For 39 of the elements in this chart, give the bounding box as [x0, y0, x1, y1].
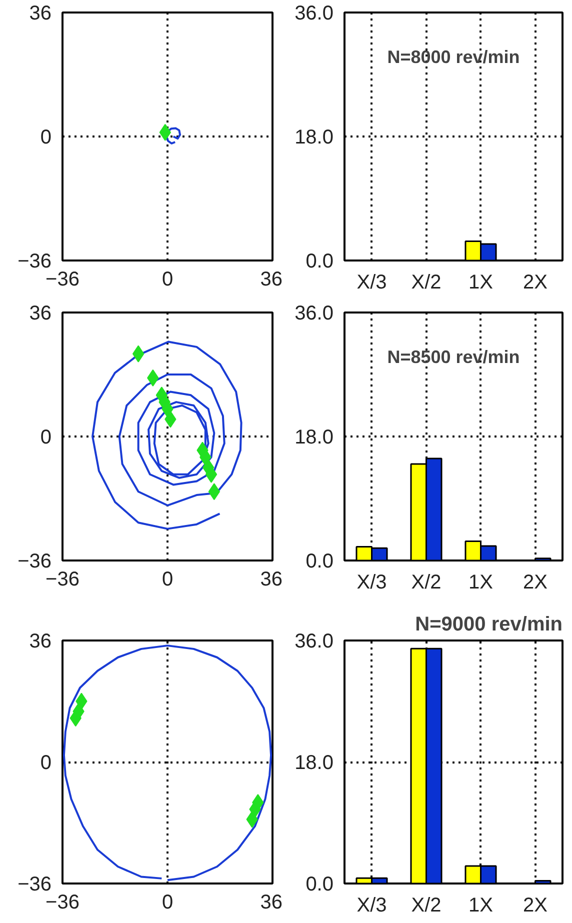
y-tick-label: 18.0 [294, 126, 334, 148]
annotation: N=8500 rev/min [387, 347, 520, 368]
y-tick-label: 0.0 [306, 250, 334, 272]
x-tick-label: 2X [523, 572, 548, 594]
y-tick-label: 36.0 [294, 630, 334, 652]
y-tick-label: −36 [18, 250, 52, 272]
y-tick-label: 36.0 [294, 302, 334, 324]
x-tick-label: 36 [260, 892, 283, 914]
x-tick-label: 36 [260, 568, 283, 590]
y-tick-label: 0 [40, 126, 52, 148]
y-tick-label: 18.0 [294, 426, 334, 448]
x-tick-label: 36 [260, 268, 283, 290]
y-tick-label: 0.0 [306, 874, 334, 896]
x-tick-label: X/3 [356, 894, 387, 916]
y-tick-label: 36.0 [294, 2, 334, 24]
x-tick-label: X/2 [411, 894, 442, 916]
x-tick-label: 0 [162, 892, 174, 914]
x-tick-label: 2X [523, 894, 548, 916]
y-tick-label: −36 [18, 874, 52, 896]
x-tick-label: X/2 [411, 572, 442, 594]
y-tick-label: 36 [29, 302, 52, 324]
x-tick-label: 1X [468, 894, 493, 916]
x-tick-label: 1X [468, 272, 493, 294]
annotation: N=8000 rev/min [387, 47, 520, 68]
x-tick-label: 0 [162, 268, 174, 290]
y-tick-label: 0 [40, 426, 52, 448]
chart-title: N=9000 rev/min [415, 614, 563, 636]
x-tick-label: 0 [162, 568, 174, 590]
x-tick-label: 1X [468, 572, 493, 594]
x-tick-label: X/2 [411, 272, 442, 294]
y-tick-label: 36 [29, 630, 52, 652]
y-tick-label: 0.0 [306, 550, 334, 572]
y-tick-label: 18.0 [294, 752, 334, 774]
y-tick-label: −36 [18, 550, 52, 572]
y-tick-label: 36 [29, 2, 52, 24]
x-tick-label: X/3 [356, 272, 387, 294]
y-tick-label: 0 [40, 752, 52, 774]
x-tick-label: 2X [523, 272, 548, 294]
x-tick-label: X/3 [356, 572, 387, 594]
